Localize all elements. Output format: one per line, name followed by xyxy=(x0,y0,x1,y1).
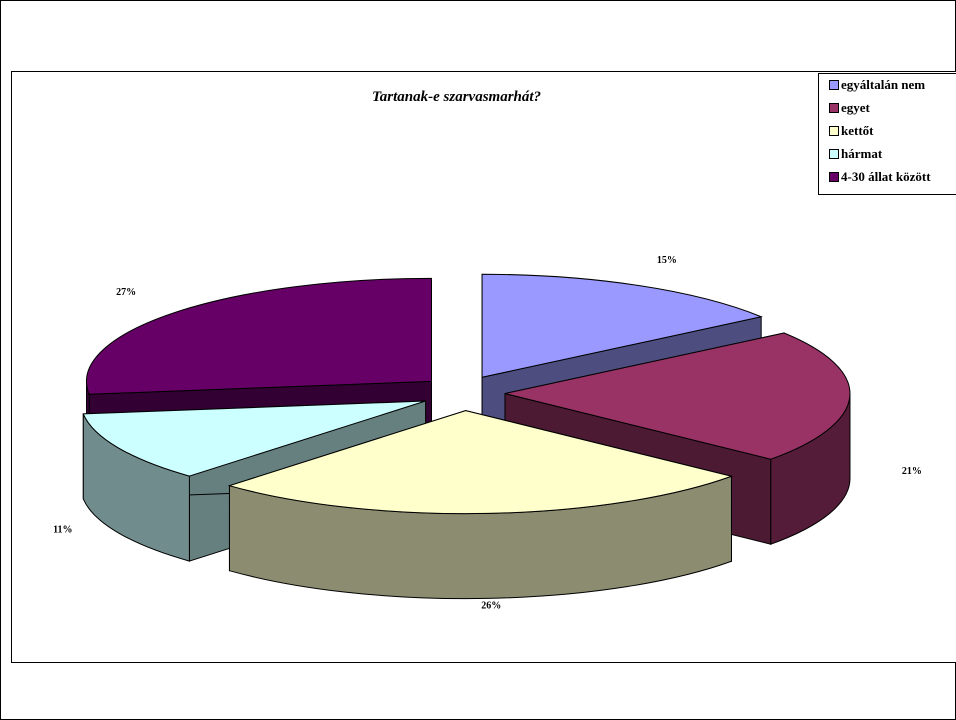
pie-slice-top xyxy=(227,410,734,515)
legend-swatch xyxy=(829,103,839,113)
legend-label: egyáltalán nem xyxy=(841,77,926,92)
legend-swatch xyxy=(829,80,839,90)
data-label-0: 15% xyxy=(657,255,677,266)
legend-item-egyaltalan-nem: egyáltalán nem xyxy=(829,76,925,94)
legend-item-egyet: egyet xyxy=(829,99,870,117)
data-label-1: 21% xyxy=(902,466,922,477)
legend-swatch xyxy=(829,126,839,136)
legend-item-harmat: hármat xyxy=(829,145,882,163)
legend-label: 4-30 állat között xyxy=(841,169,931,184)
data-label-2: 26% xyxy=(481,600,501,611)
pie-slice-2 xyxy=(227,409,734,600)
legend-label: egyet xyxy=(841,100,870,115)
data-label-4: 27% xyxy=(116,287,136,298)
chart-legend: egyáltalán nem egyet kettőt hármat 4-30 … xyxy=(818,73,956,195)
legend-label: kettőt xyxy=(841,123,874,138)
legend-swatch xyxy=(829,149,839,159)
legend-swatch xyxy=(829,172,839,182)
legend-label: hármat xyxy=(841,146,883,161)
chart-title: Tartanak-e szarvasmarhát? xyxy=(372,89,542,105)
data-label-3: 11% xyxy=(53,525,72,536)
pie-slice-top xyxy=(504,332,851,460)
pie-slice-top xyxy=(481,273,763,378)
pie-slice-top xyxy=(82,400,426,477)
legend-item-4-30-allat: 4-30 állat között xyxy=(829,168,931,186)
pie-slice-top xyxy=(86,277,432,395)
legend-item-kettot: kettőt xyxy=(829,122,874,140)
